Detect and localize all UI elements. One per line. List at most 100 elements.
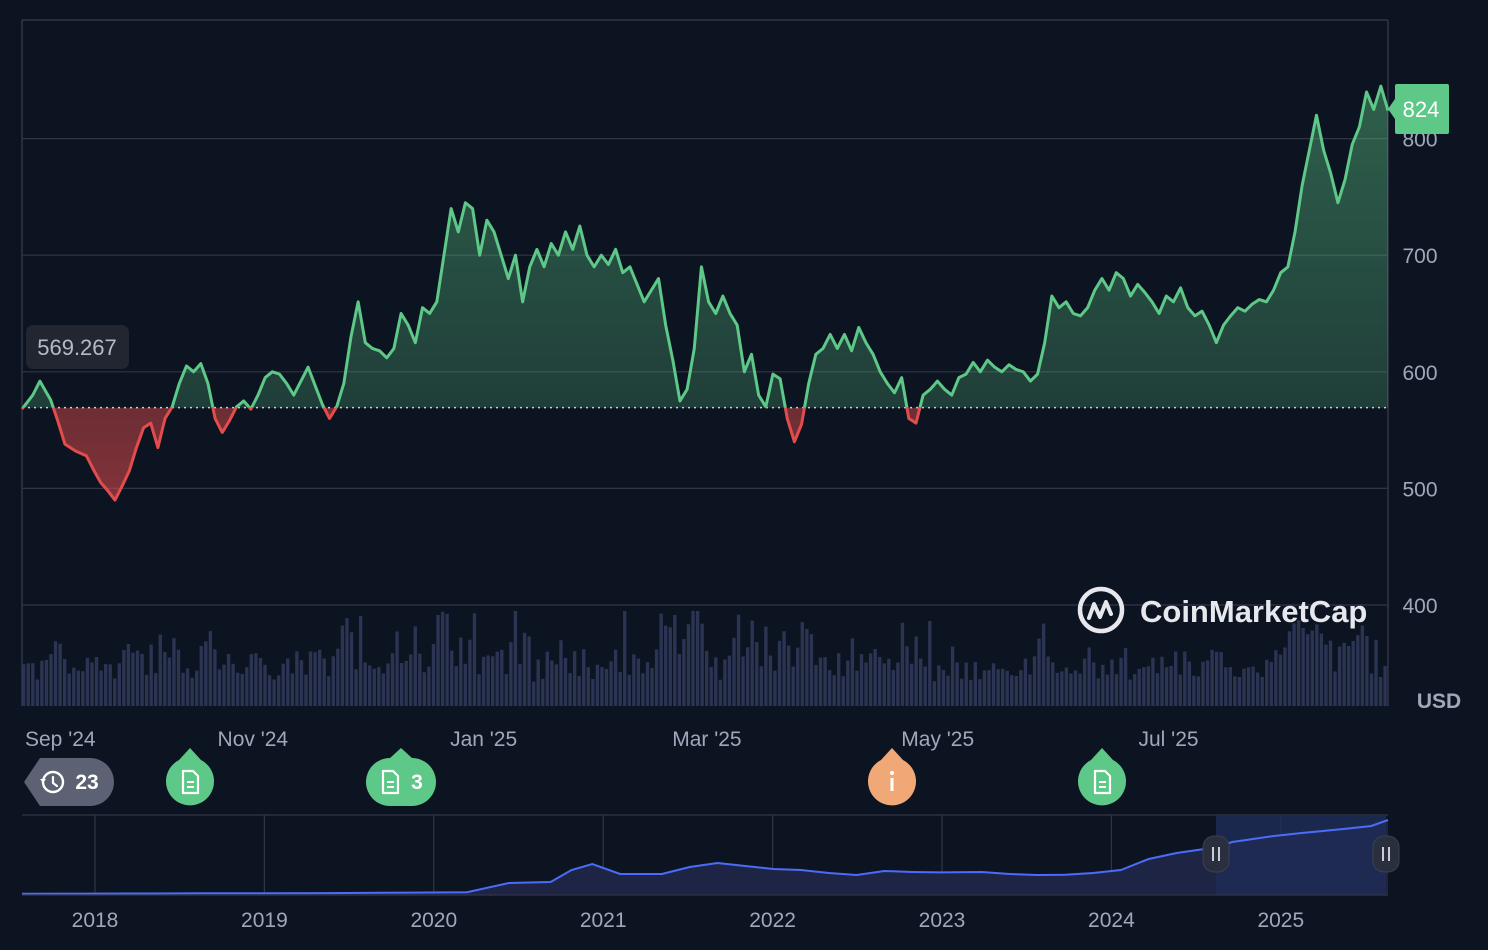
- volume-bar: [627, 674, 631, 706]
- volume-bar: [868, 653, 873, 706]
- currency-label: USD: [1417, 690, 1461, 713]
- volume-bar: [855, 670, 859, 706]
- volume-bar: [773, 670, 777, 706]
- volume-bar: [613, 649, 618, 706]
- x-tick-label: Mar '25: [672, 728, 741, 751]
- volume-bar: [258, 658, 263, 706]
- volume-bar: [1378, 677, 1383, 706]
- volume-bar: [108, 664, 112, 706]
- volume-bar: [595, 664, 600, 706]
- volume-bar: [577, 676, 581, 706]
- area-above-baseline: [23, 86, 1388, 408]
- volume-bar: [946, 675, 950, 706]
- volume-bar: [1242, 668, 1246, 706]
- navigator-year-label: 2024: [1088, 909, 1135, 932]
- volume-bar: [818, 657, 823, 706]
- volume-bar: [409, 654, 413, 706]
- volume-bar: [31, 663, 35, 706]
- volume-bar: [841, 676, 845, 706]
- event-count: 23: [75, 771, 98, 794]
- volume-bar: [135, 650, 140, 706]
- volume-bar: [22, 664, 26, 706]
- volume-bar: [823, 657, 827, 706]
- volume-bar: [1224, 667, 1228, 706]
- volume-bar: [1014, 675, 1018, 706]
- volume-bar: [158, 634, 162, 706]
- event-marker-document[interactable]: 3: [366, 748, 436, 806]
- volume-bar: [308, 651, 313, 706]
- volume-bar: [1128, 679, 1132, 706]
- volume-bar: [686, 624, 691, 706]
- volume-bar: [659, 613, 663, 706]
- volume-bar: [281, 663, 285, 706]
- navigator-left-handle[interactable]: [1202, 835, 1230, 873]
- volume-bar: [1160, 656, 1164, 706]
- volume-bar: [691, 611, 695, 706]
- event-marker-document[interactable]: [165, 748, 215, 806]
- volume-bar: [204, 641, 208, 706]
- volume-bar: [463, 663, 468, 706]
- volume-bar: [1306, 634, 1310, 706]
- volume-bar: [604, 668, 609, 706]
- baseline-value-text: 569.267: [37, 335, 117, 360]
- volume-bar: [154, 673, 158, 706]
- volume-bar: [99, 670, 103, 706]
- volume-bar: [878, 656, 882, 706]
- volume-bar: [1369, 673, 1374, 706]
- volume-bar: [1292, 623, 1296, 706]
- volume-bar: [354, 669, 358, 706]
- volume-bar: [450, 650, 454, 706]
- x-tick-label: Jan '25: [450, 728, 517, 751]
- navigator-right-handle[interactable]: [1372, 835, 1400, 873]
- volume-bar: [959, 678, 964, 706]
- volume-bar: [149, 644, 153, 706]
- volume-bar: [814, 664, 818, 706]
- volume-bar: [418, 653, 422, 706]
- volume-bar: [745, 647, 750, 706]
- volume-bar: [217, 669, 222, 706]
- range-navigator[interactable]: 2018 2019 2020 2021 2022 2023 2024 2025: [21, 814, 1400, 932]
- volume-bar: [1374, 639, 1378, 706]
- volume-bar: [427, 666, 431, 706]
- volume-bar: [1333, 671, 1337, 706]
- volume-bar: [718, 679, 723, 706]
- y-tick-label: 800: [1402, 129, 1437, 152]
- volume-bar: [67, 673, 71, 706]
- volume-bar: [955, 662, 959, 706]
- volume-bar: [53, 641, 58, 706]
- volume-bar: [1151, 657, 1155, 706]
- volume-bar: [62, 659, 67, 706]
- volume-bar: [1096, 678, 1100, 706]
- volume-bar: [1046, 656, 1050, 706]
- event-marker-history[interactable]: 23: [24, 758, 114, 806]
- volume-bar: [213, 649, 217, 706]
- volume-bar: [226, 654, 231, 706]
- volume-bar: [486, 655, 490, 706]
- volume-bar: [1173, 651, 1178, 706]
- volume-bar: [131, 652, 135, 706]
- volume-bar: [777, 640, 782, 706]
- watermark-brand: CoinMarketCap: [1140, 594, 1367, 629]
- volume-bar: [1146, 666, 1151, 706]
- volume-bar: [399, 662, 404, 706]
- volume-bar: [531, 681, 536, 706]
- volume-bar: [176, 649, 181, 706]
- volume-bar: [905, 646, 909, 706]
- volume-bar: [650, 667, 654, 706]
- volume-bar: [404, 660, 408, 706]
- volume-bar: [1214, 651, 1219, 706]
- volume-bar: [1028, 674, 1032, 706]
- event-marker-info[interactable]: [868, 748, 917, 806]
- x-tick-label: May '25: [901, 728, 974, 751]
- volume-bar: [850, 638, 855, 706]
- document-icon: [381, 769, 400, 795]
- volume-bar: [267, 675, 272, 706]
- volume-bar: [636, 658, 641, 706]
- history-icon: [40, 770, 65, 794]
- volume-bar: [1383, 665, 1387, 706]
- volume-bar: [732, 637, 736, 706]
- event-marker-document[interactable]: [1077, 748, 1126, 806]
- x-tick-label: Jul '25: [1139, 728, 1199, 751]
- volume-bar: [591, 679, 595, 706]
- volume-bar: [1210, 649, 1214, 706]
